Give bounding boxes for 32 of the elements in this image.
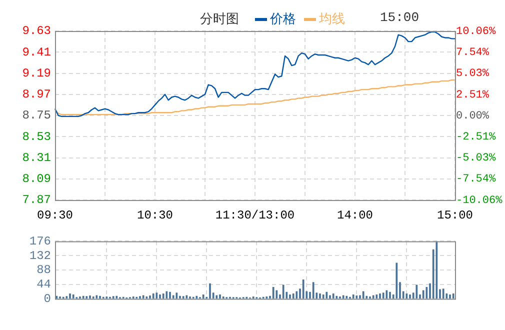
y2-tick-label: -2.51% <box>456 131 496 144</box>
y2-tick-label: -10.06% <box>456 194 503 207</box>
y-tick-label: 8.75 <box>22 108 51 123</box>
x-tick-label: 09:30 <box>36 208 74 222</box>
y-tick-label: 9.41 <box>22 45 51 60</box>
y-tick-label: 7.87 <box>22 193 51 208</box>
y2-tick-label: 0.00% <box>456 110 490 122</box>
y-tick-label: 8.09 <box>22 172 51 186</box>
y-tick-label: 132 <box>29 248 51 263</box>
y2-tick-label: -5.03% <box>456 152 496 165</box>
y2-tick-label: -7.54% <box>456 174 496 186</box>
y-tick-label: 88 <box>36 263 51 278</box>
y-tick-label: 8.97 <box>22 88 51 102</box>
chart-title: 分时图 <box>200 11 239 28</box>
legend-label: 价格 <box>270 11 296 28</box>
x-tick-label: 15:00 <box>436 208 474 222</box>
x-tick-label: 14:00 <box>336 208 374 222</box>
y-tick-label: 44 <box>36 278 51 292</box>
y-tick-label: 0 <box>44 292 51 306</box>
y-tick-label: 9.19 <box>22 66 51 80</box>
y-tick-label: 8.31 <box>22 150 51 165</box>
y2-tick-label: 7.54% <box>456 47 490 60</box>
y-tick-label: 9.63 <box>22 24 51 38</box>
text: 15:00 <box>380 10 420 25</box>
legend-label: 均线 <box>319 11 345 28</box>
y-tick-label: 8.53 <box>22 130 51 144</box>
y-tick-label: 176 <box>29 234 51 248</box>
y2-tick-label: 5.03% <box>456 68 490 80</box>
x-tick-label: 11:30/13:00 <box>215 208 295 222</box>
y2-tick-label: 2.51% <box>456 89 490 102</box>
y2-tick-label: 10.06% <box>456 26 496 38</box>
x-tick-label: 10:30 <box>136 208 174 222</box>
